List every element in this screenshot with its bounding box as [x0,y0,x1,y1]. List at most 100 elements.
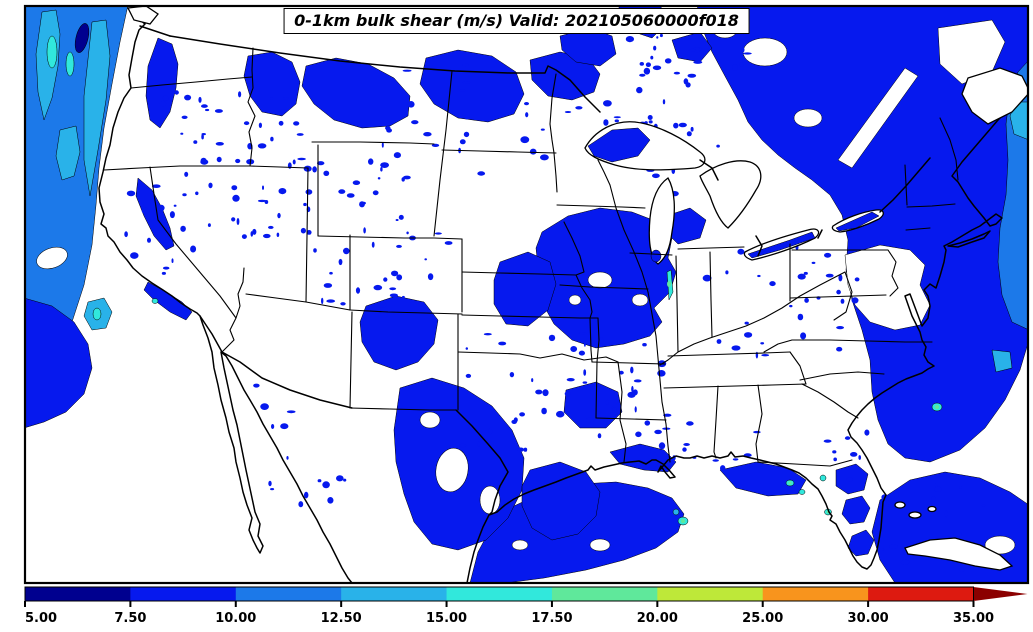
shear-speckle [141,207,150,214]
shear-speckle [231,217,236,222]
canada-border [169,35,601,113]
shear-speckle [323,283,333,288]
colorbar-tick-label: 5.00 [25,611,57,626]
shear-speckle [682,447,687,452]
pacific-navy-spot [74,23,90,53]
shear-speckle [650,55,654,60]
dakotas-blob [419,49,525,123]
shear-speckle [643,67,651,75]
shear-speckle [215,142,224,146]
atlantic-sky-patch [991,349,1013,373]
shear-speckle [685,82,691,88]
louisiana-coast-blob [609,443,677,473]
shear-speckle [800,332,807,340]
shear-speckle [322,481,330,489]
juan-de-fuca [139,25,171,37]
shear-speckle [716,339,722,344]
shear-speckle [645,62,652,67]
shear-speckle [712,459,719,462]
shear-speckle [323,170,330,176]
colorbar-segment [657,587,764,601]
shear-speckle [583,340,586,347]
shear-speckle [336,475,344,482]
colorbar-over-arrow [973,587,1028,601]
shear-speckle [458,443,467,448]
shear-speckle-field [124,18,986,573]
shear-speckle [578,350,586,356]
colorbar-segment [762,587,869,601]
pacific-cyan-speck [65,51,75,77]
shear-speckle [182,193,187,197]
shear-speckle [556,410,565,418]
shear-speckle [652,65,662,71]
shear-speckle [395,219,399,221]
shear-speckle [424,258,428,261]
pacific-patch [55,125,81,181]
gulf-atlantic-coastline [466,99,1021,583]
shear-speckle [159,100,167,107]
colorbar-segment [25,587,131,601]
shear-speckle [732,458,739,461]
shear-speckle [797,313,804,321]
montana-blob [301,57,411,129]
shear-speckle [444,241,453,245]
shear-speckle [836,289,841,295]
shear-speckle [293,121,300,126]
shear-speckle [744,321,749,325]
shear-speckle [173,204,177,207]
shear-speckle [180,225,186,232]
shear-speckle [652,173,660,179]
cyan-maxima [151,298,943,526]
shear-speckle [656,36,659,39]
missouri-blob [535,207,707,349]
colorbar-tick-label: 25.00 [742,611,783,626]
shear-speckle [268,480,272,487]
shear-speckle [716,144,720,148]
shear-speckle [238,91,242,98]
shear-speckle [393,152,401,159]
shear-speckle [403,175,411,180]
shear-speckle [312,166,317,173]
colorbar-tick-label: 20.00 [637,611,678,626]
shear-speckle [411,120,419,125]
shear-speckle [462,81,471,84]
shear-speckle [208,182,213,189]
shear-speckle [280,423,289,430]
nova-scotia [961,67,1028,125]
shear-speckle [825,273,834,278]
shear-speckle [355,287,361,294]
shear-speckle [300,227,306,234]
shear-speckle [201,134,204,140]
state-borders [103,47,959,467]
shear-speckle [959,486,963,489]
shear-speckle [402,295,405,299]
shear-speckle [232,194,240,202]
shear-speckle [462,63,470,67]
shear-speckle [657,370,666,377]
shear-speckle [524,102,529,106]
shear-speckle [525,112,529,118]
shear-speckle [648,120,653,124]
shear-speckle [548,334,556,342]
shear-speckle [263,233,271,239]
shear-speckle [603,100,612,107]
lake-huron [699,160,762,229]
shear-speckle [130,252,139,259]
shear-speckle [613,116,621,119]
long-island [947,230,991,248]
lake-shear-patch [587,127,651,163]
shear-speckle [391,270,399,277]
shear-speckle [739,62,744,67]
shear-speckle [402,69,412,72]
white-hole-gulf [511,539,529,551]
shear-speckle [687,73,697,78]
shear-speckle [634,406,637,413]
shear-speckle [519,412,525,417]
shear-speckle [161,271,166,275]
pacific-coastline [98,6,353,583]
shear-speckle [258,122,262,128]
sierra-nevada-blob [135,177,175,251]
shear-speckle [477,440,481,447]
shear-speckle [180,132,184,135]
